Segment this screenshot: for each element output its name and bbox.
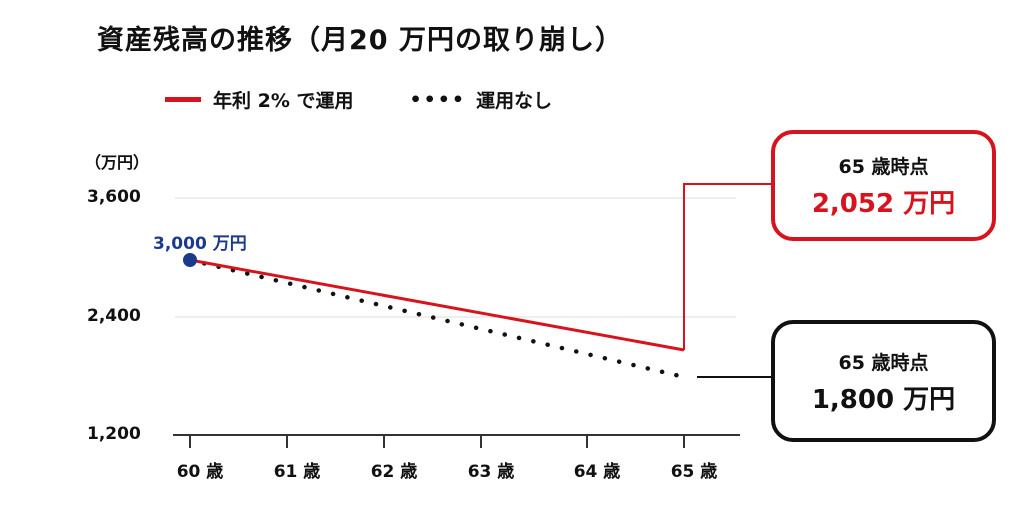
x-tick-63: 63 歳 (467, 462, 515, 482)
noinvest-dotted-line (187, 257, 687, 380)
y-tick-1200: 1,200 (87, 424, 141, 444)
legend-solid-red-swatch (165, 97, 201, 102)
legend-label-noinvest: 運用なし (476, 90, 553, 112)
noinvest-callout-value: 1,800 万円 (811, 385, 956, 415)
noinvest-result-callout: 65 歳時点 1,800 万円 (771, 320, 996, 442)
invest-callout-connector (683, 183, 772, 350)
invest-line (189, 258, 685, 352)
noinvest-callout-age: 65 歳時点 (838, 352, 929, 374)
y-tick-3600: 3,600 (87, 187, 141, 207)
x-tick-62: 62 歳 (370, 462, 418, 482)
chart-title: 資産残高の推移（月20 万円の取り崩し） (97, 25, 623, 56)
x-tick-60: 60 歳 (176, 462, 224, 482)
x-tick-61: 61 歳 (273, 462, 321, 482)
invest-callout-age: 65 歳時点 (838, 156, 929, 178)
invest-result-callout: 65 歳時点 2,052 万円 (771, 130, 996, 241)
x-axis-ticks (189, 435, 685, 448)
start-point-marker (183, 253, 197, 267)
invest-callout-value: 2,052 万円 (811, 189, 956, 219)
y-axis-unit: （万円） (85, 153, 150, 172)
x-tick-64: 64 歳 (573, 462, 621, 482)
y-tick-2400: 2,400 (87, 306, 141, 326)
start-value-label: 3,000 万円 (153, 234, 247, 254)
x-tick-65: 65 歳 (670, 462, 718, 482)
legend-dotted-swatch: •••• (409, 88, 467, 111)
legend: 年利 2% で運用 •••• 運用なし (165, 86, 552, 113)
legend-label-invest: 年利 2% で運用 (213, 90, 354, 112)
